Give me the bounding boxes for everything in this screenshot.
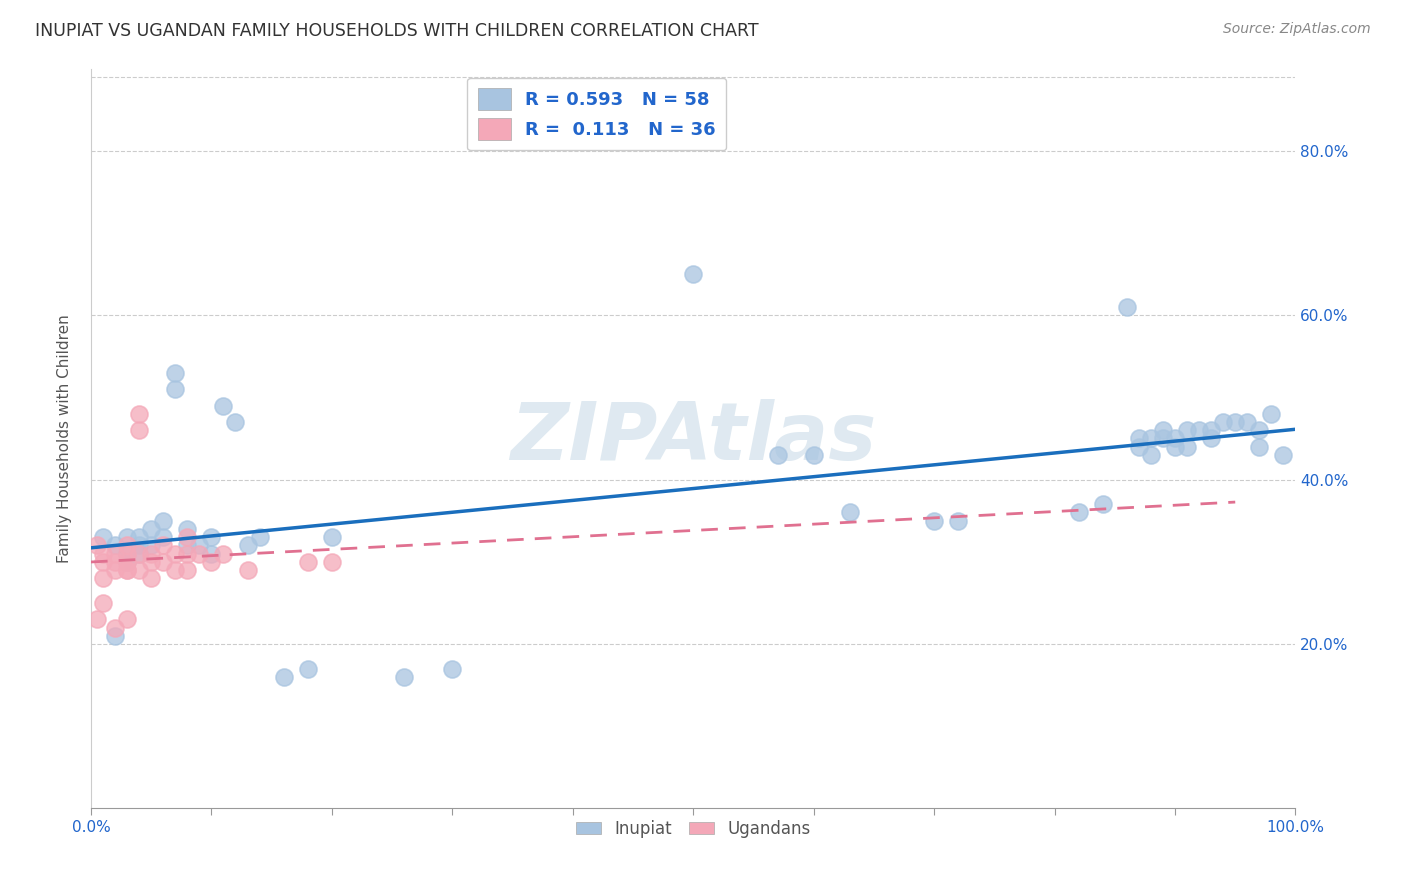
- Point: [803, 448, 825, 462]
- Point: [1199, 423, 1222, 437]
- Point: [200, 530, 222, 544]
- Text: INUPIAT VS UGANDAN FAMILY HOUSEHOLDS WITH CHILDREN CORRELATION CHART: INUPIAT VS UGANDAN FAMILY HOUSEHOLDS WIT…: [35, 22, 759, 40]
- Point: [1175, 423, 1198, 437]
- Point: [176, 530, 198, 544]
- Point: [948, 514, 970, 528]
- Point: [91, 555, 114, 569]
- Point: [165, 382, 187, 396]
- Point: [141, 571, 163, 585]
- Point: [91, 571, 114, 585]
- Point: [176, 522, 198, 536]
- Point: [115, 530, 138, 544]
- Point: [176, 538, 198, 552]
- Point: [128, 407, 150, 421]
- Text: ZIPAtlas: ZIPAtlas: [510, 400, 876, 477]
- Point: [1152, 432, 1174, 446]
- Point: [1164, 432, 1187, 446]
- Point: [1249, 440, 1271, 454]
- Point: [115, 555, 138, 569]
- Point: [321, 555, 343, 569]
- Point: [115, 612, 138, 626]
- Point: [152, 514, 174, 528]
- Y-axis label: Family Households with Children: Family Households with Children: [58, 314, 72, 563]
- Point: [1175, 440, 1198, 454]
- Point: [176, 547, 198, 561]
- Point: [1152, 423, 1174, 437]
- Point: [128, 547, 150, 561]
- Point: [1128, 432, 1150, 446]
- Point: [141, 522, 163, 536]
- Point: [1128, 440, 1150, 454]
- Point: [188, 547, 211, 561]
- Point: [104, 629, 127, 643]
- Point: [1212, 415, 1234, 429]
- Point: [188, 538, 211, 552]
- Point: [152, 538, 174, 552]
- Point: [1164, 440, 1187, 454]
- Point: [165, 547, 187, 561]
- Point: [249, 530, 271, 544]
- Legend: Inupiat, Ugandans: Inupiat, Ugandans: [569, 814, 817, 845]
- Point: [104, 555, 127, 569]
- Point: [165, 366, 187, 380]
- Point: [91, 547, 114, 561]
- Point: [104, 538, 127, 552]
- Point: [104, 547, 127, 561]
- Point: [441, 662, 464, 676]
- Point: [152, 530, 174, 544]
- Point: [176, 563, 198, 577]
- Point: [321, 530, 343, 544]
- Point: [1115, 300, 1137, 314]
- Point: [1236, 415, 1258, 429]
- Point: [86, 612, 108, 626]
- Point: [1249, 423, 1271, 437]
- Point: [1199, 432, 1222, 446]
- Point: [236, 538, 259, 552]
- Point: [128, 563, 150, 577]
- Point: [165, 563, 187, 577]
- Point: [152, 555, 174, 569]
- Point: [236, 563, 259, 577]
- Point: [212, 547, 235, 561]
- Point: [128, 538, 150, 552]
- Point: [838, 506, 860, 520]
- Point: [115, 555, 138, 569]
- Point: [1272, 448, 1295, 462]
- Point: [86, 538, 108, 552]
- Point: [1091, 497, 1114, 511]
- Point: [273, 670, 295, 684]
- Point: [115, 563, 138, 577]
- Point: [392, 670, 415, 684]
- Point: [141, 555, 163, 569]
- Point: [1140, 432, 1163, 446]
- Point: [682, 267, 704, 281]
- Point: [141, 538, 163, 552]
- Point: [128, 530, 150, 544]
- Point: [115, 538, 138, 552]
- Point: [104, 621, 127, 635]
- Point: [104, 563, 127, 577]
- Point: [766, 448, 789, 462]
- Point: [200, 555, 222, 569]
- Point: [115, 547, 138, 561]
- Point: [1067, 506, 1090, 520]
- Point: [1225, 415, 1247, 429]
- Point: [141, 547, 163, 561]
- Text: Source: ZipAtlas.com: Source: ZipAtlas.com: [1223, 22, 1371, 37]
- Point: [91, 530, 114, 544]
- Point: [297, 662, 319, 676]
- Point: [1140, 448, 1163, 462]
- Point: [200, 547, 222, 561]
- Point: [224, 415, 246, 429]
- Point: [115, 563, 138, 577]
- Point: [115, 547, 138, 561]
- Point: [128, 547, 150, 561]
- Point: [1260, 407, 1282, 421]
- Point: [212, 399, 235, 413]
- Point: [91, 596, 114, 610]
- Point: [1188, 423, 1211, 437]
- Point: [297, 555, 319, 569]
- Point: [922, 514, 945, 528]
- Point: [128, 423, 150, 437]
